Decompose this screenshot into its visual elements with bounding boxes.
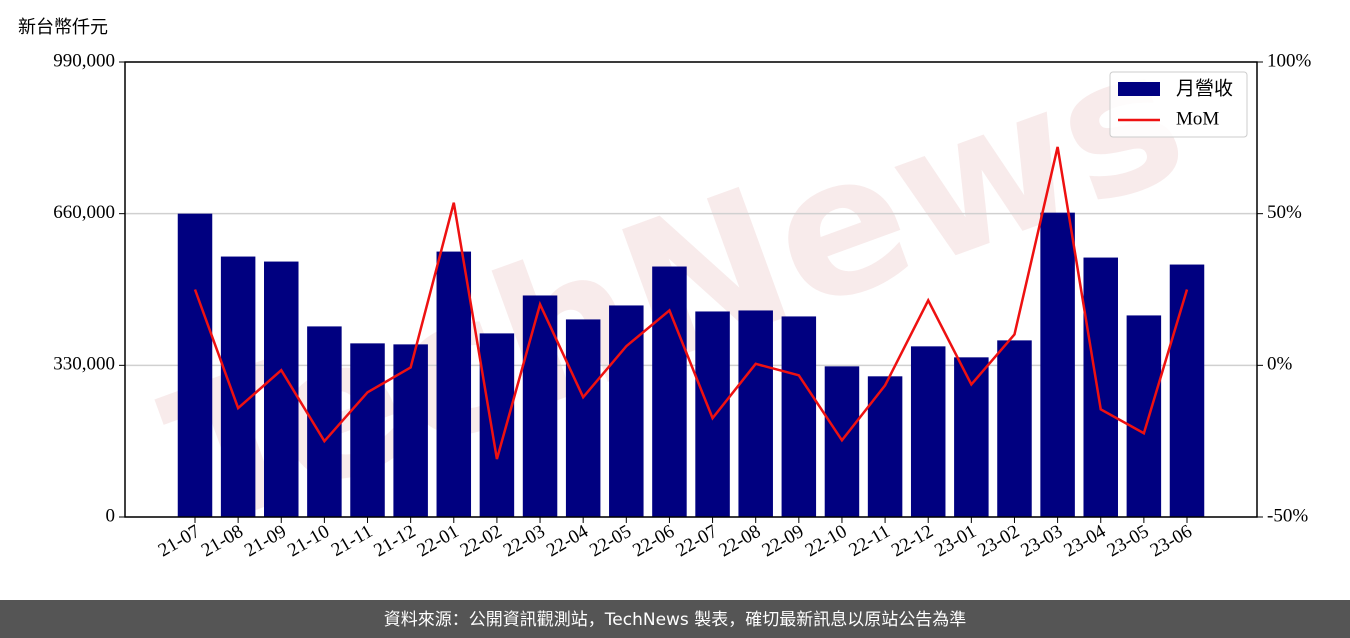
- bar: [910, 346, 946, 517]
- x-tick-label: 23-05: [1104, 521, 1153, 561]
- bar: [220, 256, 256, 517]
- bar: [652, 266, 687, 517]
- x-tick-label: 22-06: [629, 521, 678, 561]
- bar: [1126, 315, 1162, 517]
- x-tick-label: 22-05: [586, 521, 635, 561]
- y2-tick-label: 0%: [1267, 354, 1293, 375]
- x-tick-label: 23-06: [1147, 521, 1196, 561]
- bar: [781, 316, 817, 517]
- y2-tick-label: 50%: [1267, 202, 1302, 223]
- bar: [1169, 264, 1205, 517]
- legend-label: MoM: [1176, 108, 1219, 129]
- legend-swatch: [1118, 82, 1160, 96]
- y-tick-label: 0: [106, 505, 116, 526]
- x-tick-label: 23-04: [1061, 521, 1110, 562]
- footer: 資料來源：公開資訊觀測站，TechNews 製表，確切最新訊息以原站公告為準: [384, 610, 966, 630]
- legend-label: 月營收: [1176, 78, 1233, 100]
- line: [193, 146, 1189, 460]
- bar: [393, 344, 428, 517]
- bar: [695, 311, 730, 517]
- x-tick-label: 22-03: [500, 521, 549, 561]
- x-tick-label: 22-12: [888, 521, 937, 561]
- y2-tick-label: 100%: [1267, 50, 1312, 71]
- bar: [954, 357, 989, 517]
- x-tick-label: 21-12: [370, 521, 419, 561]
- x-tick-label: 22-04: [543, 521, 592, 562]
- y-tick-label: 990,000: [53, 50, 115, 71]
- footer-bar: [0, 600, 1350, 638]
- bar: [1083, 257, 1118, 517]
- x-tick-label: 22-11: [845, 521, 893, 561]
- bar: [609, 305, 644, 517]
- bar: [565, 319, 601, 517]
- bar: [1040, 212, 1075, 517]
- bar: [350, 343, 385, 517]
- x-tick-label: 21-07: [155, 521, 204, 561]
- bar: [867, 376, 903, 517]
- x-tick-label: 23-02: [974, 521, 1023, 561]
- x-tick-label: 23-03: [1017, 521, 1066, 561]
- bar: [738, 310, 773, 517]
- y-tick-label: 330,000: [53, 354, 115, 375]
- y2-tick-label: -50%: [1267, 505, 1308, 526]
- x-tick-label: 22-08: [715, 521, 764, 561]
- x-tick-label: 22-02: [457, 521, 506, 561]
- x-tick-label: 22-09: [759, 521, 808, 561]
- x-tick-label: 22-01: [414, 521, 463, 561]
- bar: [436, 251, 472, 518]
- x-tick-label: 22-10: [802, 521, 851, 561]
- bar: [479, 333, 515, 517]
- y-tick-label: 660,000: [53, 202, 115, 223]
- x-tick-label: 22-07: [672, 521, 721, 561]
- plot-frame: [124, 61, 1258, 518]
- x-tick-label: 23-01: [931, 521, 980, 561]
- unit-label: 新台幣仟元: [18, 17, 108, 38]
- bar: [997, 340, 1032, 517]
- bar: [177, 213, 213, 517]
- bar: [522, 295, 558, 517]
